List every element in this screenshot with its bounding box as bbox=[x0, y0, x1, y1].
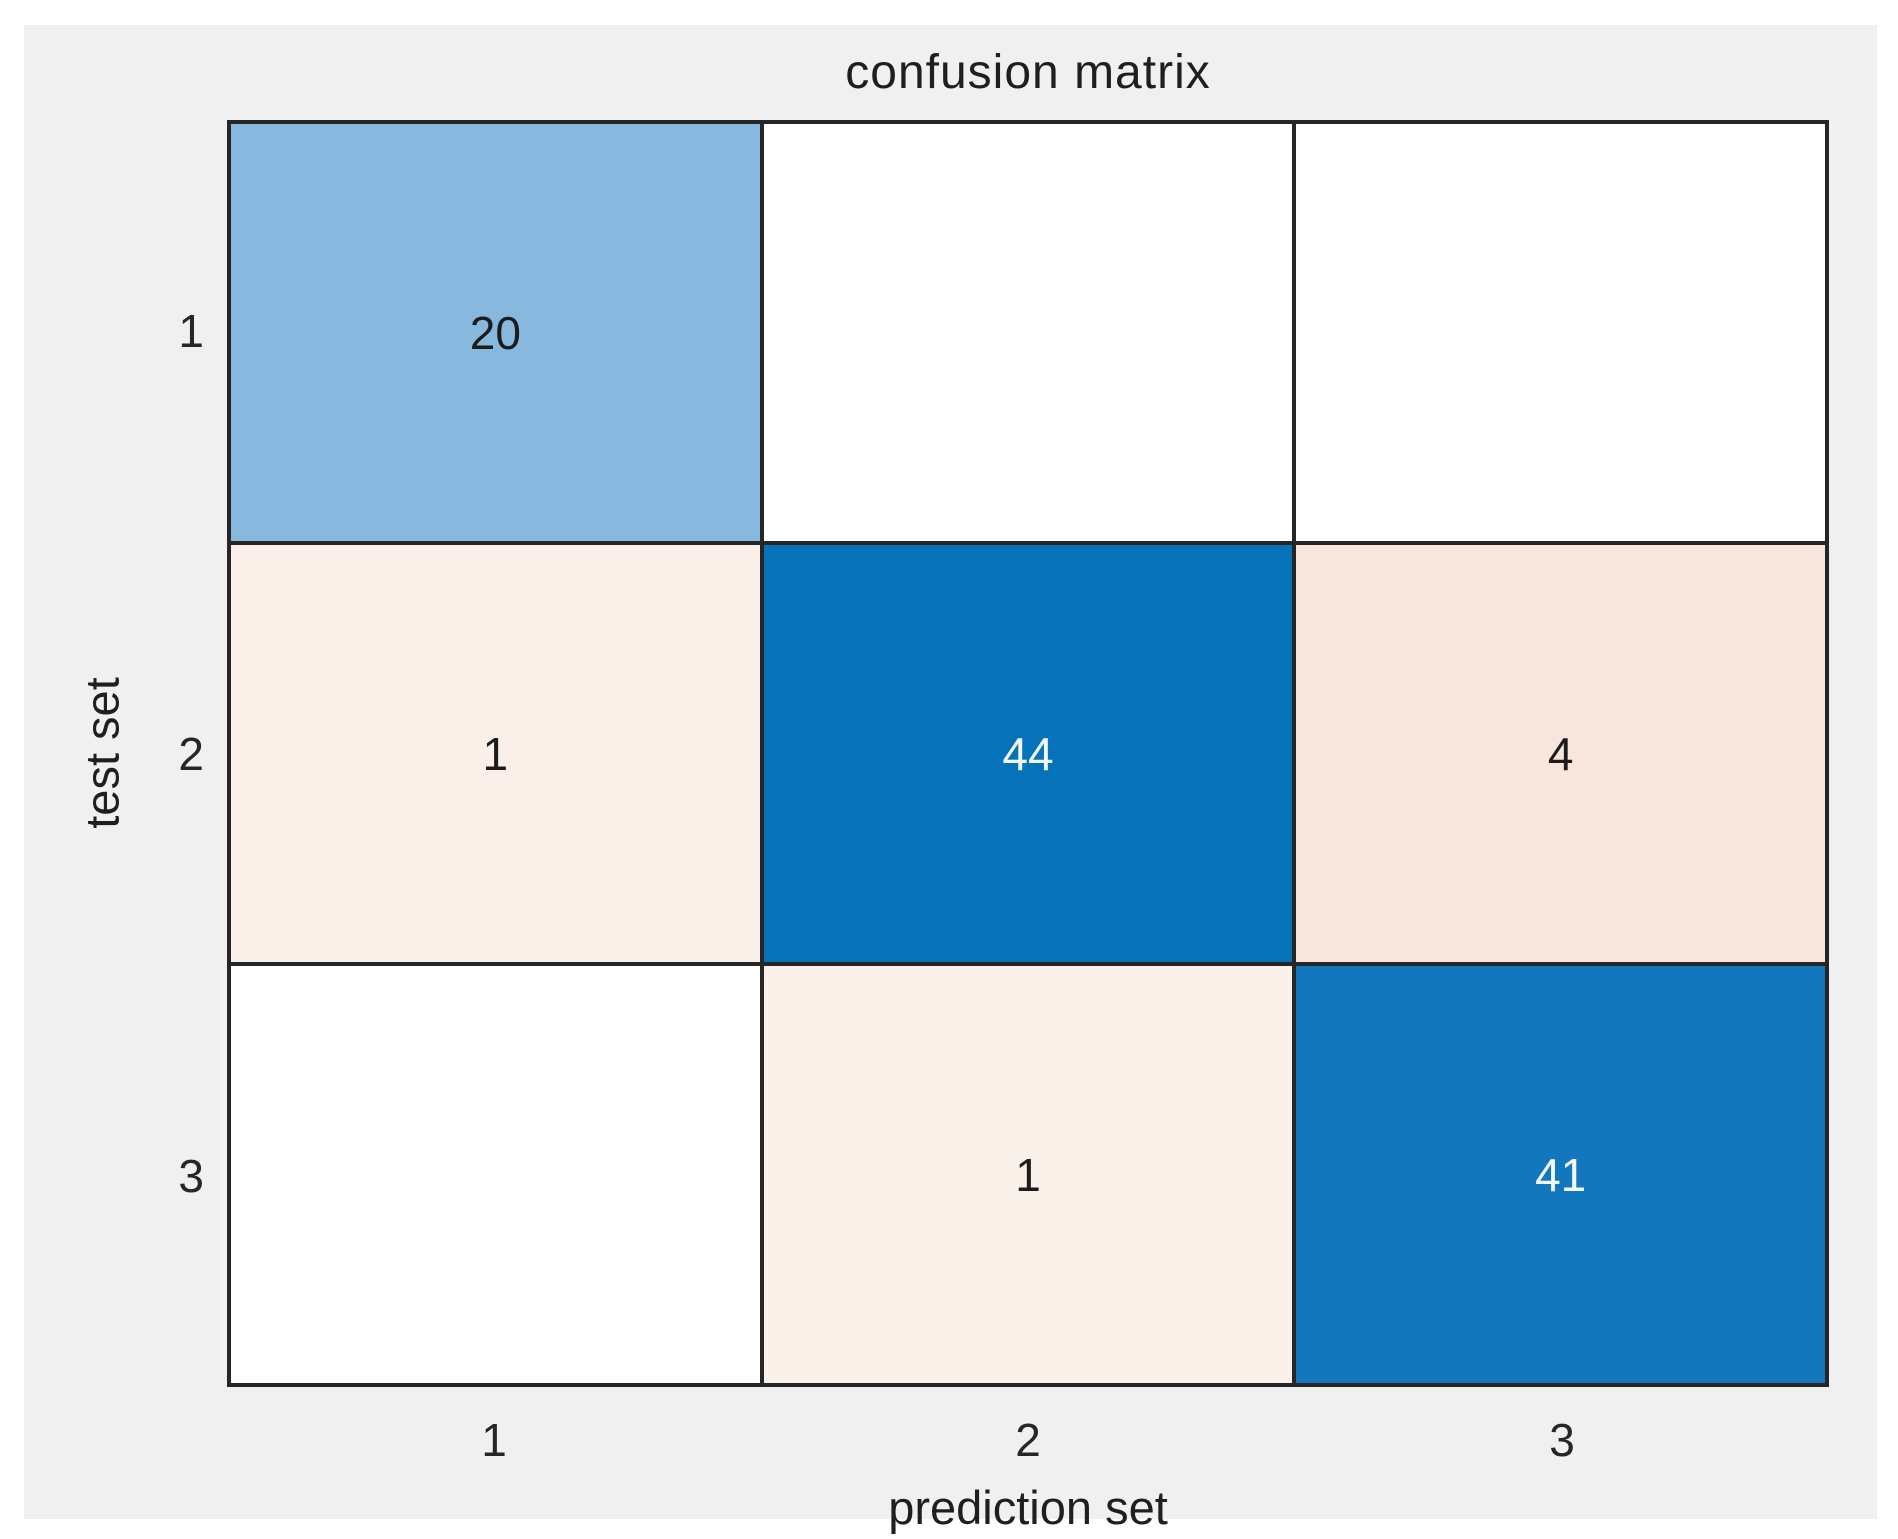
matrix-cell-r3c1 bbox=[231, 966, 760, 1383]
y-axis-tick-1: 1 bbox=[178, 305, 204, 357]
y-axis-tick-2: 2 bbox=[178, 728, 204, 780]
x-axis-tick-1: 1 bbox=[481, 1414, 507, 1466]
matrix-cell-r2c3: 4 bbox=[1296, 545, 1825, 962]
matrix-cell-r1c3 bbox=[1296, 124, 1825, 541]
matrix-cell-r1c2 bbox=[763, 124, 1293, 541]
matrix-cell-r1c1: 20 bbox=[231, 124, 760, 541]
confusion-matrix-heatmap: 20 1 44 4 1 41 bbox=[227, 120, 1829, 1387]
x-axis-tick-3: 3 bbox=[1549, 1414, 1575, 1466]
matrix-cell-r3c3: 41 bbox=[1296, 966, 1825, 1383]
figure-canvas: confusion matrix 20 1 44 4 1 41 test set pred… bbox=[24, 25, 1877, 1534]
matrix-cell-r2c1: 1 bbox=[231, 545, 760, 962]
y-axis-tick-3: 3 bbox=[178, 1150, 204, 1202]
x-axis-tick-2: 2 bbox=[1015, 1414, 1041, 1466]
chart-title: confusion matrix bbox=[845, 46, 1211, 99]
x-axis-label: prediction set bbox=[888, 1481, 1168, 1534]
matrix-cell-r2c2: 44 bbox=[763, 545, 1293, 962]
matrix-cell-r3c2: 1 bbox=[763, 966, 1293, 1383]
